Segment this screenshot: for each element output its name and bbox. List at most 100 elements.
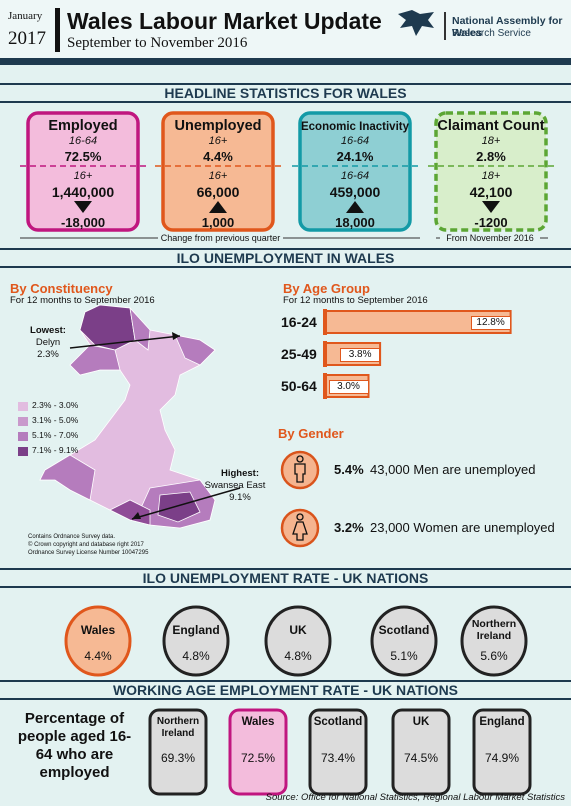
subsection-subtitle: For 12 months to September 2016 [283, 295, 428, 306]
card [298, 111, 412, 232]
nation-box [228, 708, 288, 796]
change: -18,000 [60, 215, 106, 230]
note: From November 2016 [440, 233, 540, 244]
nation-value: 72.5% [240, 751, 276, 765]
nation-name: Northern Ireland [156, 716, 200, 739]
card-title: Claimant Count [437, 118, 545, 134]
header-divider [55, 8, 60, 52]
age-range: 16+ [208, 135, 228, 147]
title: Wales Labour Market Update [67, 8, 382, 34]
card [161, 111, 275, 232]
source: Source: Office for National Statistics, … [265, 792, 565, 803]
callout-value: 9.1% [229, 492, 251, 503]
card-title: Economic Inactivity [300, 121, 409, 133]
nation-value: 74.5% [403, 751, 439, 765]
nation-name: Wales [241, 716, 275, 728]
value-label: 3.8% [340, 348, 381, 362]
subtitle: September to November 2016 [67, 35, 248, 51]
section-title: ILO UNEMPLOYMENT IN WALES [176, 250, 395, 266]
change: 1,000 [201, 215, 235, 230]
nation-value: 5.1% [390, 649, 418, 663]
nation-value: 69.3% [160, 751, 196, 765]
age-label: 16-24 [281, 314, 317, 330]
subsection-title: By Gender [278, 426, 344, 441]
gender-rate: 3.2% [334, 520, 364, 535]
level: 66,000 [196, 184, 240, 200]
nation-value: 4.8% [284, 649, 312, 663]
logo [398, 10, 434, 36]
year: 2017 [8, 28, 46, 49]
nation-box [148, 708, 208, 796]
month: January [8, 10, 43, 22]
nation-name: UK [289, 623, 307, 637]
gender-rate: 5.4% [334, 462, 364, 477]
age-range: 16-64 [340, 170, 370, 182]
up-arrow [346, 201, 364, 213]
legend-label: 2.3% - 3.0% [32, 400, 79, 410]
nation-circle [460, 605, 528, 677]
subsection-subtitle: For 12 months to September 2016 [10, 295, 155, 306]
rate: 72.5% [64, 149, 102, 164]
lowest-pointer [69, 335, 181, 349]
highest-pointer [131, 487, 241, 520]
rate: 24.1% [336, 149, 374, 164]
arrowhead [132, 512, 141, 519]
age-range: 16+ [73, 170, 93, 182]
department: Research Service [452, 28, 531, 39]
header-bg [0, 0, 571, 58]
nation-circle [370, 605, 438, 677]
level: 1,440,000 [51, 184, 115, 200]
card [434, 111, 548, 232]
section-title: HEADLINE STATISTICS FOR WALES [164, 85, 407, 101]
nation-box [391, 708, 451, 796]
section-title: ILO UNEMPLOYMENT RATE - UK NATIONS [142, 570, 429, 586]
description: Percentage of people aged 16-64 who are … [17, 710, 132, 781]
organization: National Assembly for Wales [452, 15, 563, 40]
rate: 4.4% [203, 149, 233, 164]
nation-box [472, 708, 532, 796]
subsection-title: By Constituency [10, 281, 113, 296]
legend-label: 3.1% - 5.0% [32, 415, 79, 425]
up-arrow [209, 201, 227, 213]
card-title: Employed [48, 118, 118, 134]
nation-name: England [479, 716, 525, 728]
nation-value: 74.9% [484, 751, 520, 765]
nation-name: Wales [80, 623, 116, 637]
nation-circle [64, 605, 132, 677]
age-range: 18+ [481, 170, 501, 182]
legend-label: 7.1% - 9.1% [32, 445, 79, 455]
nation-value: 4.4% [84, 649, 112, 663]
age-range: 16-64 [340, 135, 370, 147]
card-title: Unemployed [174, 118, 262, 134]
age-label: 25-49 [281, 346, 317, 362]
nation-value: 5.6% [480, 649, 508, 663]
callout-name: Swansea East [204, 480, 266, 491]
nation-circle [264, 605, 332, 677]
gender-icons [280, 450, 320, 548]
nation-name: UK [412, 716, 430, 728]
level: 459,000 [329, 184, 381, 200]
subsection-title: By Age Group [283, 281, 370, 296]
nation-circle [162, 605, 230, 677]
down-arrow [482, 201, 500, 213]
down-arrow [74, 201, 92, 213]
nation-name: England [172, 623, 220, 637]
section-title: WORKING AGE EMPLOYMENT RATE - UK NATIONS [112, 682, 459, 698]
nation-value: 4.8% [182, 649, 210, 663]
copyright: Contains Ordnance Survey data. [28, 534, 116, 540]
callout-label: Lowest: [30, 325, 66, 336]
age-range: 18+ [481, 135, 501, 147]
legend-swatches [18, 402, 28, 456]
nation-box [308, 708, 368, 796]
change: 18,000 [335, 215, 375, 230]
callout-value: 2.3% [37, 349, 59, 360]
nation-name: Scotland [313, 716, 363, 728]
gender-text: 43,000 Men are unemployed [370, 462, 536, 477]
logo-divider [444, 12, 446, 40]
legend-label: 5.1% - 7.0% [32, 430, 79, 440]
person-icons [292, 455, 308, 541]
wales-map [39, 304, 216, 529]
header-band [0, 58, 571, 65]
value-label: 12.8% [470, 316, 511, 330]
card [26, 111, 140, 232]
